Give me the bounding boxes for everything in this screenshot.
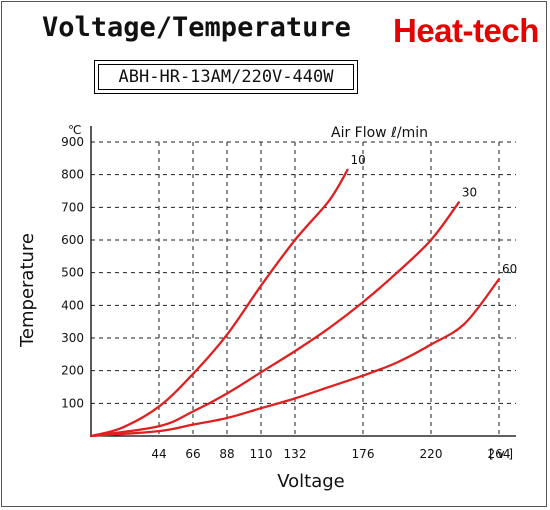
y-tick-label: 700 — [61, 200, 84, 214]
model-label-box: ABH-HR-13AM/220V-440W — [94, 60, 358, 94]
y-tick-label: 200 — [61, 364, 84, 378]
y-tick-label: 600 — [61, 233, 84, 247]
axes — [90, 126, 516, 437]
y-tick-label: 100 — [61, 396, 84, 410]
y-unit-label: ℃ — [68, 123, 81, 137]
y-tick-label: 300 — [61, 331, 84, 345]
series-label-10: 10 — [351, 153, 366, 167]
model-label: ABH-HR-13AM/220V-440W — [98, 64, 354, 90]
legend-title: Air Flow ℓ/min — [331, 125, 428, 141]
y-tick-label: 500 — [61, 266, 84, 280]
grid-lines — [91, 141, 516, 436]
x-tick-label: 176 — [352, 447, 375, 461]
x-tick-label: 66 — [185, 447, 200, 461]
x-axis-label: Voltage — [277, 471, 345, 492]
series-lines — [89, 168, 501, 438]
series-label-30: 30 — [462, 185, 477, 199]
x-unit-label: [ v ] — [489, 447, 513, 461]
series-label-60: 60 — [502, 262, 517, 276]
chart-title: Voltage/Temperature — [42, 12, 351, 43]
x-tick-label: 110 — [250, 447, 273, 461]
x-tick-label: 264 — [488, 447, 511, 461]
y-tick-label: 900 — [61, 135, 84, 149]
brand-logo-text: Heat-tech — [393, 12, 539, 49]
x-tick-label: 132 — [284, 447, 307, 461]
x-tick-label: 220 — [420, 447, 443, 461]
series-line-60 — [89, 278, 501, 438]
tick-labels: 100 200 300 400 500 600 700 800 900 44 66 88 110 132 1… — [61, 135, 517, 461]
x-tick-label: 44 — [151, 447, 166, 461]
y-tick-label: 400 — [61, 298, 84, 312]
y-axis-label: Temperature — [17, 233, 38, 348]
y-tick-label: 800 — [61, 168, 84, 182]
x-tick-label: 88 — [219, 447, 234, 461]
series-line-10 — [89, 168, 349, 438]
series-line-30 — [89, 201, 460, 438]
